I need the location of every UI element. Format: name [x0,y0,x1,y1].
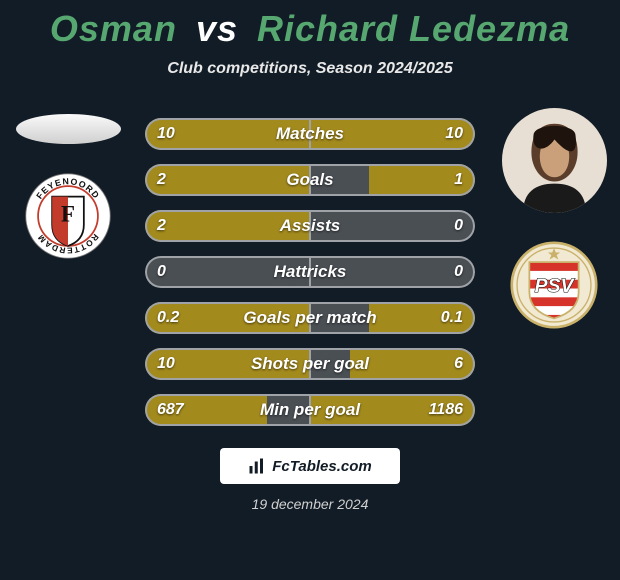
footer-date: 19 december 2024 [0,496,620,512]
stat-label: Assists [145,210,475,242]
feyenoord-badge-icon: FEYENOORD ROTTERDAM F [24,172,112,260]
stat-value-right: 0 [454,210,463,242]
stat-label: Min per goal [145,394,475,426]
stat-row: Assists2 0 [145,210,475,242]
stat-row: Hattricks0 0 [145,256,475,288]
stat-row: Goals per match0.2 0.1 [145,302,475,334]
stat-value-right: 0.1 [441,302,463,334]
stat-value-left: 0 [157,256,166,288]
stat-value-right: 1186 [429,394,463,426]
stat-value-right: 6 [454,348,463,380]
stat-label: Matches [145,118,475,150]
stat-row: Shots per goal10 6 [145,348,475,380]
stat-value-left: 687 [157,394,184,426]
comparison-title: Osman vs Richard Ledezma [0,0,620,50]
left-player-column: FEYENOORD ROTTERDAM F [8,108,128,260]
person-icon [502,108,607,213]
stat-row: Goals2 1 [145,164,475,196]
title-left-player: Osman [50,8,177,49]
stat-label: Hattricks [145,256,475,288]
stat-row: Matches10 10 [145,118,475,150]
left-player-avatar-placeholder [16,114,121,144]
stat-row: Min per goal687 1186 [145,394,475,426]
stat-value-left: 2 [157,210,166,242]
comparison-content: FEYENOORD ROTTERDAM F [0,108,620,426]
stat-label: Goals [145,164,475,196]
svg-text:PSV: PSV [535,275,576,297]
stat-value-right: 10 [445,118,463,150]
stat-bars: Matches1010Goals21Assists20Hattricks00Go… [145,108,475,426]
subtitle: Club competitions, Season 2024/2025 [0,60,620,78]
stat-label: Shots per goal [145,348,475,380]
right-player-column: PSV [494,108,614,329]
stat-value-right: 0 [454,256,463,288]
stat-value-left: 2 [157,164,166,196]
stat-value-left: 10 [157,348,175,380]
stat-label: Goals per match [145,302,475,334]
title-right-player: Richard Ledezma [257,8,570,49]
right-player-avatar [502,108,607,213]
stat-value-left: 0.2 [157,302,179,334]
right-club-badge: PSV [510,241,598,329]
site-name: FcTables.com [272,458,371,475]
stat-value-right: 1 [454,164,463,196]
psv-badge-icon: PSV [510,241,598,329]
chart-icon [248,457,266,475]
stat-value-left: 10 [157,118,175,150]
site-badge: FcTables.com [220,448,400,484]
title-vs: vs [196,8,238,49]
svg-text:F: F [61,201,75,226]
left-club-badge: FEYENOORD ROTTERDAM F [24,172,112,260]
